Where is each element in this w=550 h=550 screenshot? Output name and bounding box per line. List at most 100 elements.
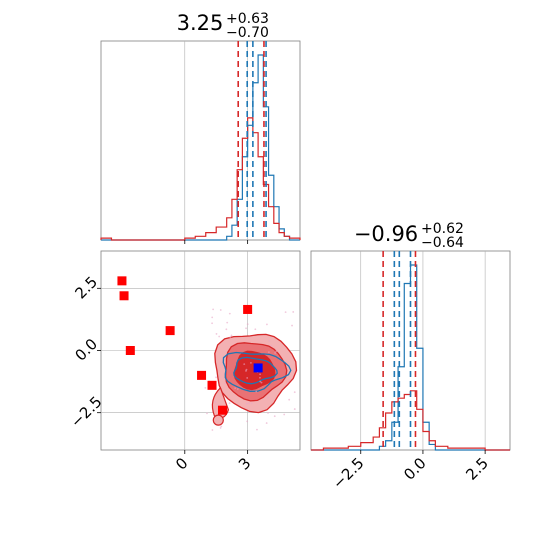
bottom-left-points: [117, 276, 296, 431]
sample-dot: [259, 380, 262, 383]
sample-dot: [216, 403, 219, 406]
sample-dot: [248, 402, 250, 405]
red-square-marker-4: [197, 370, 207, 380]
bottom-right-xtick-label-0: −2.5: [329, 454, 367, 492]
top-left-ticks: [184, 240, 249, 244]
sample-dot: [219, 309, 222, 311]
red-square-marker-3: [165, 326, 175, 336]
sample-dot: [215, 333, 218, 335]
sample-dot: [283, 413, 286, 416]
sample-dot: [291, 324, 293, 327]
sample-dot: [245, 327, 247, 330]
sample-dot: [260, 381, 263, 384]
sample-dot: [267, 351, 270, 354]
bottom-right-hist-series-0: [311, 264, 510, 451]
sample-dot: [228, 402, 231, 405]
sample-dot: [219, 427, 222, 429]
sample-dot: [215, 376, 217, 379]
sample-dot: [246, 323, 249, 325]
sample-dot: [224, 382, 226, 385]
red-square-marker-7: [243, 304, 253, 314]
sample-dot: [275, 350, 278, 353]
bottom-right-hist-series-1: [311, 390, 510, 451]
top-left-quantile-lines: [237, 41, 267, 240]
sample-dot: [267, 412, 269, 414]
sample-dot: [234, 387, 237, 390]
top-left-title-sub: −0.70: [226, 25, 269, 41]
sample-dot: [245, 402, 248, 405]
sample-dot: [218, 335, 221, 338]
sample-dot: [274, 352, 277, 354]
sample-dot: [211, 322, 213, 325]
sample-dot: [211, 429, 214, 431]
sample-dot: [243, 363, 246, 366]
sample-dot: [292, 311, 295, 313]
bottom-right-title-sup: +0.62: [421, 221, 464, 237]
bottom-right-xtick-label-1: 0.0: [400, 454, 430, 484]
sample-dot: [214, 401, 217, 404]
red-square-marker-6: [217, 405, 227, 415]
sample-dot: [284, 311, 287, 314]
sample-dot: [293, 408, 296, 410]
bottom-right-histograms: [311, 264, 510, 451]
sample-dot: [270, 344, 273, 347]
sample-dot: [211, 316, 214, 319]
sample-dot: [246, 420, 249, 423]
panel-top-left: 3.25 +0.63 −0.70: [100, 11, 301, 244]
sample-dot: [226, 321, 229, 324]
sample-dot: [293, 391, 296, 394]
bottom-right-title: −0.96: [354, 222, 418, 246]
sample-dot: [225, 328, 228, 331]
bottom-right-quantile-lines: [382, 251, 417, 450]
sample-dot: [266, 323, 268, 326]
sample-dot: [250, 402, 253, 405]
top-left-title-sup: +0.63: [226, 11, 269, 27]
sample-dot: [288, 398, 291, 401]
sample-dot: [229, 336, 232, 339]
sample-dot: [259, 373, 261, 376]
blue-contour-inner: [233, 356, 278, 385]
bottom-left-ytick-label-1: 0.0: [71, 335, 101, 365]
top-left-axes: [100, 40, 301, 241]
blue-square-marker: [253, 363, 263, 373]
sample-dot: [204, 386, 207, 389]
panel-bottom-left: 0 3 2.5 0.0 −2.5: [67, 250, 301, 474]
sample-dot: [250, 361, 252, 364]
red-square-marker-5: [207, 380, 217, 390]
bottom-left-ytick-label-0: 2.5: [71, 273, 101, 303]
sample-dot: [268, 339, 271, 342]
sample-dot: [228, 312, 231, 315]
bottom-right-title-main: −0.96: [354, 222, 418, 246]
sample-dot: [265, 422, 268, 424]
sample-dot: [245, 370, 247, 372]
sample-dot: [212, 308, 215, 311]
top-left-histograms: [100, 54, 301, 241]
bottom-left-xtick-label-0: 0: [172, 454, 191, 473]
sample-dot: [206, 412, 208, 415]
sample-dot: [255, 390, 258, 393]
sample-dot: [236, 388, 239, 390]
top-left-title-main: 3.25: [177, 11, 224, 35]
sample-dot: [259, 376, 261, 379]
top-left-title: 3.25: [177, 11, 224, 35]
red-contour-island: [212, 414, 224, 426]
red-square-marker-2: [125, 346, 135, 355]
blue-contour-outer: [222, 351, 292, 392]
sample-dot: [246, 377, 249, 379]
sample-dot: [220, 425, 223, 428]
sample-dot: [267, 396, 269, 399]
sample-dot: [254, 328, 257, 331]
bottom-right-xtick-label-2: 2.5: [462, 454, 492, 484]
red-square-marker-0: [117, 276, 127, 286]
bottom-right-ticks: −2.5 0.0 2.5: [329, 450, 492, 493]
bottom-left-ytick-label-2: −2.5: [67, 393, 105, 431]
sample-dot: [273, 415, 276, 418]
bottom-left-xtick-label-1: 3: [235, 454, 254, 473]
top-left-hist-series-1: [100, 117, 301, 241]
panel-bottom-right: −2.5 0.0 2.5 −0.96 +0.62 −0.64: [310, 221, 511, 493]
red-square-marker-1: [119, 291, 129, 301]
sample-dot: [256, 428, 258, 431]
sample-dot: [230, 334, 233, 337]
bottom-right-title-sub: −0.64: [421, 235, 464, 251]
